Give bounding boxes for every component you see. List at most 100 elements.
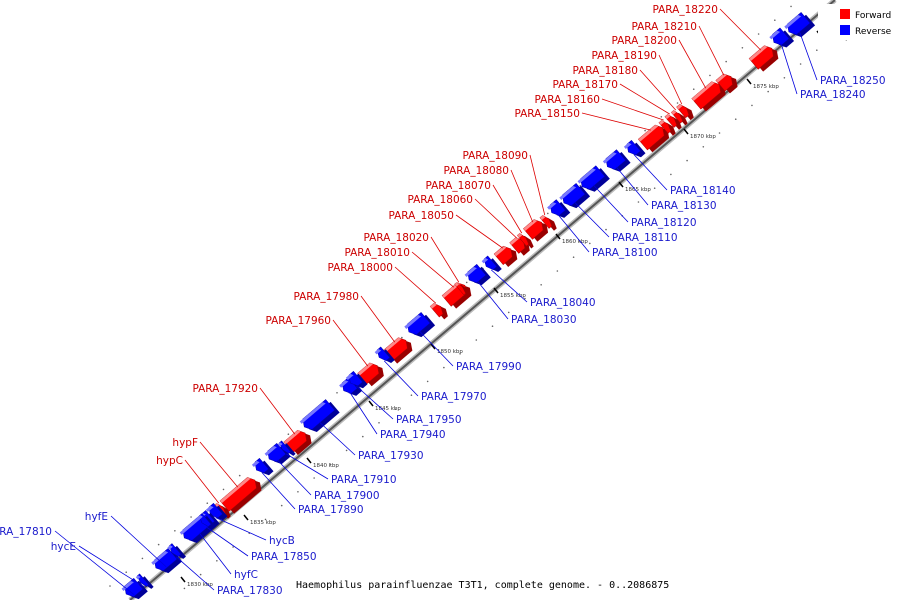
gene-arrow-para-18200[interactable] <box>691 78 729 113</box>
gene-label-hyfc[interactable]: hyfC <box>234 569 258 581</box>
gene-arrow-para-17950[interactable] <box>345 370 368 392</box>
gene-label-para-18210[interactable]: PARA_18210 <box>631 21 697 33</box>
gene-label-para-18060[interactable]: PARA_18060 <box>407 194 473 206</box>
gene-label-para-17900[interactable]: PARA_17900 <box>314 490 380 502</box>
gene-label-para-18130[interactable]: PARA_18130 <box>651 200 717 212</box>
gene-label-para-18090[interactable]: PARA_18090 <box>462 150 528 162</box>
gene-arrow-para-18050[interactable] <box>493 242 520 268</box>
gene-label-para-18010[interactable]: PARA_18010 <box>344 247 410 259</box>
gene-arrow-para-18080[interactable] <box>523 216 551 244</box>
gene-arrow-para-18130[interactable] <box>602 148 631 176</box>
gene-label-para-18030[interactable]: PARA_18030 <box>511 314 577 326</box>
gene-arrow-para-18170[interactable] <box>664 111 684 131</box>
gene-label-hypc[interactable]: hypC <box>156 455 183 467</box>
gene-arrow-para-17930[interactable] <box>299 398 340 436</box>
leader-line-para-18180 <box>639 69 677 111</box>
minor-tick-dot <box>216 560 218 562</box>
gene-label-para-17960[interactable]: PARA_17960 <box>265 315 331 327</box>
gene-arrow-para-18140[interactable] <box>623 139 646 161</box>
gene-arrow-para-18190[interactable] <box>676 101 696 121</box>
gene-arrow-para-17970[interactable] <box>374 345 395 366</box>
gene-arrow-para-18110[interactable] <box>559 182 591 212</box>
leader-line-para-17850 <box>205 526 249 557</box>
gene-arrow-para-17900[interactable] <box>264 442 291 468</box>
gene-label-para-18120[interactable]: PARA_18120 <box>631 217 697 229</box>
gene-arrow-para-18140-highlight <box>623 142 632 150</box>
gene-label-para-18070[interactable]: PARA_18070 <box>425 180 491 192</box>
gene-label-para-18240[interactable]: PARA_18240 <box>800 89 866 101</box>
gene-arrow-hyfe[interactable] <box>151 547 183 577</box>
gene-label-para-18220[interactable]: PARA_18220 <box>652 4 718 16</box>
gene-arrow-para-18180[interactable] <box>670 108 689 127</box>
gene-arrow-para-17960[interactable] <box>357 359 387 388</box>
gene-label-para-18190[interactable]: PARA_18190 <box>591 50 657 62</box>
gene-label-para-18080[interactable]: PARA_18080 <box>443 165 509 177</box>
gene-label-para-18160[interactable]: PARA_18160 <box>534 94 600 106</box>
gene-arrow-para-18250[interactable] <box>784 11 816 41</box>
gene-label-para-17920[interactable]: PARA_17920 <box>192 383 258 395</box>
minor-tick-dot <box>783 77 786 79</box>
gene-label-para-17830[interactable]: PARA_17830 <box>217 585 283 597</box>
gene-label-para-18000[interactable]: PARA_18000 <box>327 262 393 274</box>
gene-arrow-para-18010-highlight <box>442 282 461 298</box>
gene-arrow-para-17940[interactable] <box>339 376 363 400</box>
gene-label-para-17930[interactable]: PARA_17930 <box>358 450 424 462</box>
gene-label-para-18140[interactable]: PARA_18140 <box>670 185 736 197</box>
leader-line-para-17910 <box>286 453 329 480</box>
gene-label-hypf[interactable]: hypF <box>172 437 198 449</box>
gene-arrow-hyce[interactable] <box>135 572 154 591</box>
gene-arrow-para-17890[interactable] <box>251 457 274 479</box>
gene-arrow-para-17850[interactable] <box>197 512 216 532</box>
gene-arrow-para-18120[interactable] <box>577 164 610 195</box>
gene-label-para-17940[interactable]: PARA_17940 <box>380 429 446 441</box>
tick-mark-1845-kbp <box>368 400 374 407</box>
gene-label-para-18180[interactable]: PARA_18180 <box>572 65 638 77</box>
gene-arrow-para-17910[interactable] <box>277 439 296 458</box>
gene-label-para-17890[interactable]: PARA_17890 <box>298 504 364 516</box>
gene-arrow-para-17930-highlight <box>299 402 326 424</box>
minor-tick-dot <box>660 116 663 118</box>
gene-arrow-para-18090[interactable] <box>539 212 559 232</box>
gene-label-para-17970[interactable]: PARA_17970 <box>421 391 487 403</box>
gene-arrow-para-17830[interactable] <box>167 542 186 562</box>
gene-arrow-para-18000[interactable] <box>429 300 450 321</box>
gene-arrow-hypf[interactable] <box>219 473 264 515</box>
gene-arrow-para-18150[interactable] <box>637 121 672 154</box>
tick-mark-1855-kbp <box>493 287 499 294</box>
gene-arrow-para-17990[interactable] <box>404 311 436 341</box>
gene-label-para-18200[interactable]: PARA_18200 <box>611 35 677 47</box>
gene-label-para-18150[interactable]: PARA_18150 <box>514 108 580 120</box>
gene-label-para-18100[interactable]: PARA_18100 <box>592 247 658 259</box>
gene-label-para-18170[interactable]: PARA_18170 <box>552 79 618 91</box>
gene-label-para-18250[interactable]: PARA_18250 <box>820 75 886 87</box>
gene-label-para-18050[interactable]: PARA_18050 <box>388 210 454 222</box>
gene-label-para-17910[interactable]: PARA_17910 <box>331 474 397 486</box>
gene-arrow-para-17810[interactable] <box>121 577 148 600</box>
gene-label-hyce[interactable]: hycE <box>51 541 76 553</box>
gene-arrow-para-18210[interactable] <box>715 70 741 95</box>
minor-tick-dot <box>816 49 818 51</box>
gene-label-para-17990[interactable]: PARA_17990 <box>456 361 522 373</box>
gene-arrow-para-18030[interactable] <box>464 263 491 289</box>
gene-label-para-18020[interactable]: PARA_18020 <box>363 232 429 244</box>
gene-arrow-hycb[interactable] <box>205 502 228 524</box>
gene-arrow-para-18160[interactable] <box>658 117 678 137</box>
gene-arrow-para-18240[interactable] <box>769 27 795 52</box>
gene-arrow-para-18040[interactable] <box>481 254 502 275</box>
gene-arrow-para-18070[interactable] <box>516 231 535 250</box>
gene-arrow-para-18190-highlight <box>676 104 683 110</box>
gene-label-hyfe[interactable]: hyfE <box>85 511 108 523</box>
gene-arrow-para-18020[interactable] <box>454 280 472 299</box>
gene-label-para-18110[interactable]: PARA_18110 <box>612 232 678 244</box>
gene-arrow-para-18100[interactable] <box>547 198 571 222</box>
minor-tick-dot <box>125 571 128 573</box>
gene-label-para-17980[interactable]: PARA_17980 <box>293 291 359 303</box>
legend-forward-swatch <box>840 9 850 19</box>
leader-line-para-18100 <box>557 214 590 253</box>
gene-label-para-17950[interactable]: PARA_17950 <box>396 414 462 426</box>
gene-label-para-18040[interactable]: PARA_18040 <box>530 297 596 309</box>
gene-label-para-17810[interactable]: PARA_17810 <box>0 526 52 538</box>
gene-label-hycb[interactable]: hycB <box>269 535 295 547</box>
gene-label-para-17850[interactable]: PARA_17850 <box>251 551 317 563</box>
gene-arrow-para-18220[interactable] <box>748 42 781 73</box>
